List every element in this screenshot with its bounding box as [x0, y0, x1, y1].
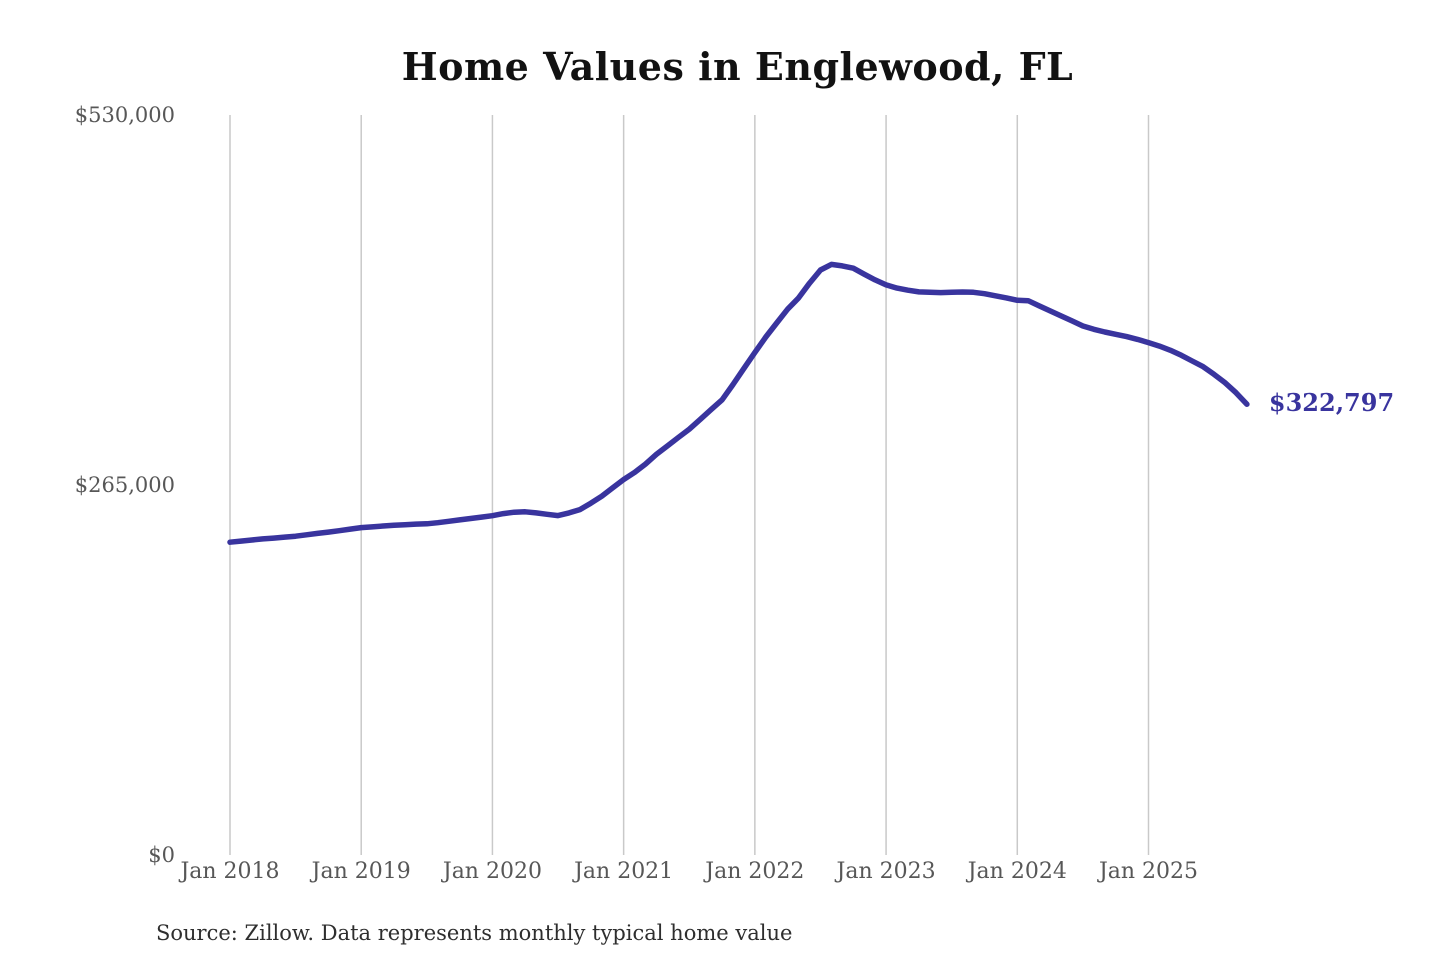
gridlines: [229, 115, 1150, 855]
x-axis-tick-label: Jan 2021: [574, 859, 674, 884]
chart-title: Home Values in Englewood, FL: [401, 44, 1074, 89]
x-axis-tick-label: Jan 2018: [180, 859, 280, 884]
y-axis-tick-label: $530,000: [74, 103, 175, 127]
y-axis-tick-label: $265,000: [74, 473, 175, 497]
x-axis-tick-label: Jan 2024: [967, 859, 1067, 884]
home-value-line: [227, 261, 1250, 545]
x-axis-tick-label: Jan 2019: [311, 859, 411, 884]
source-note: Source: Zillow. Data represents monthly …: [156, 921, 793, 945]
x-axis-tick-label: Jan 2022: [705, 859, 805, 884]
x-axis-tick-label: Jan 2025: [1098, 859, 1199, 884]
x-axis-tick-label: Jan 2023: [836, 859, 936, 884]
y-axis-tick-label: $0: [148, 843, 175, 867]
x-axis-tick-label: Jan 2020: [442, 859, 542, 884]
latest-value-label: $322,797: [1268, 388, 1395, 418]
